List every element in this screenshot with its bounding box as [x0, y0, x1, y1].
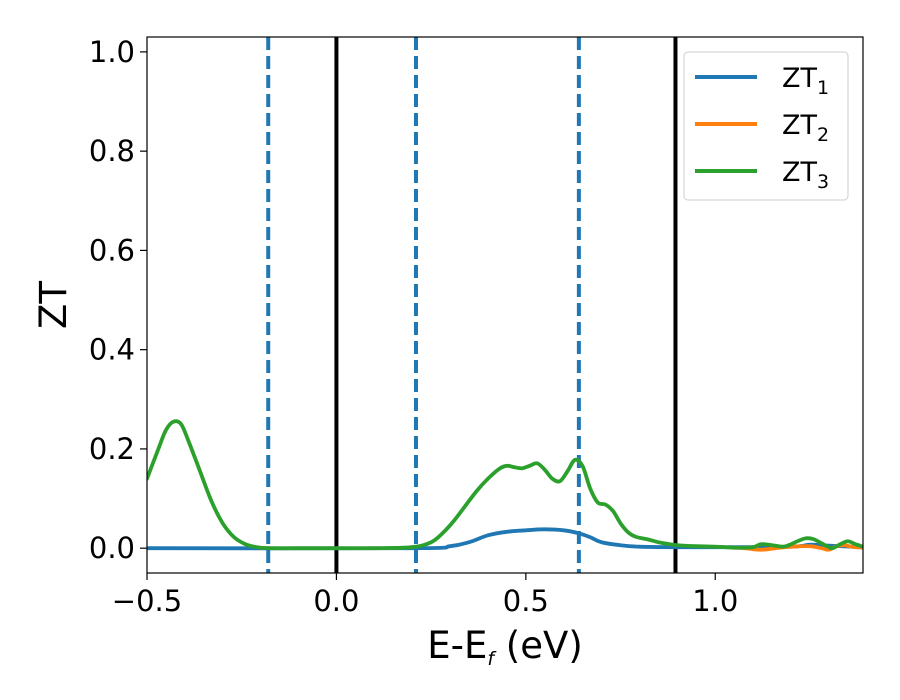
y-axis-ticks: 0.0 0.2 0.4 0.6 0.8 1.0 [89, 35, 147, 565]
y-tick-label: 0.8 [89, 134, 135, 168]
series-lines [147, 419, 863, 552]
x-tick-label: 1.0 [692, 584, 738, 618]
x-tick-label: −0.5 [112, 584, 182, 618]
legend-box [683, 51, 849, 201]
legend: ZT1 ZT2 ZT3 [683, 51, 849, 201]
x-axis-ticks: −0.5 0.0 0.5 1.0 [112, 573, 738, 618]
series-line-zt2 [732, 543, 863, 552]
y-tick-label: 0.6 [89, 233, 135, 267]
legend-label-zt1: ZT1 [782, 63, 829, 99]
y-tick-label: 0.2 [89, 432, 135, 466]
y-tick-label: 0.0 [89, 531, 135, 565]
series-line-zt3 [147, 419, 863, 551]
reference-lines [266, 37, 678, 573]
x-axis-title: E-Ef (eV) [427, 624, 583, 670]
plot-frame [146, 36, 864, 574]
legend-label-zt2: ZT2 [782, 110, 829, 146]
legend-label-zt3: ZT3 [782, 157, 829, 193]
x-tick-label: 0.5 [503, 584, 549, 618]
y-axis-title: ZT [32, 281, 75, 329]
x-tick-label: 0.0 [313, 584, 359, 618]
y-tick-label: 0.4 [89, 333, 135, 367]
y-tick-label: 1.0 [89, 35, 135, 69]
